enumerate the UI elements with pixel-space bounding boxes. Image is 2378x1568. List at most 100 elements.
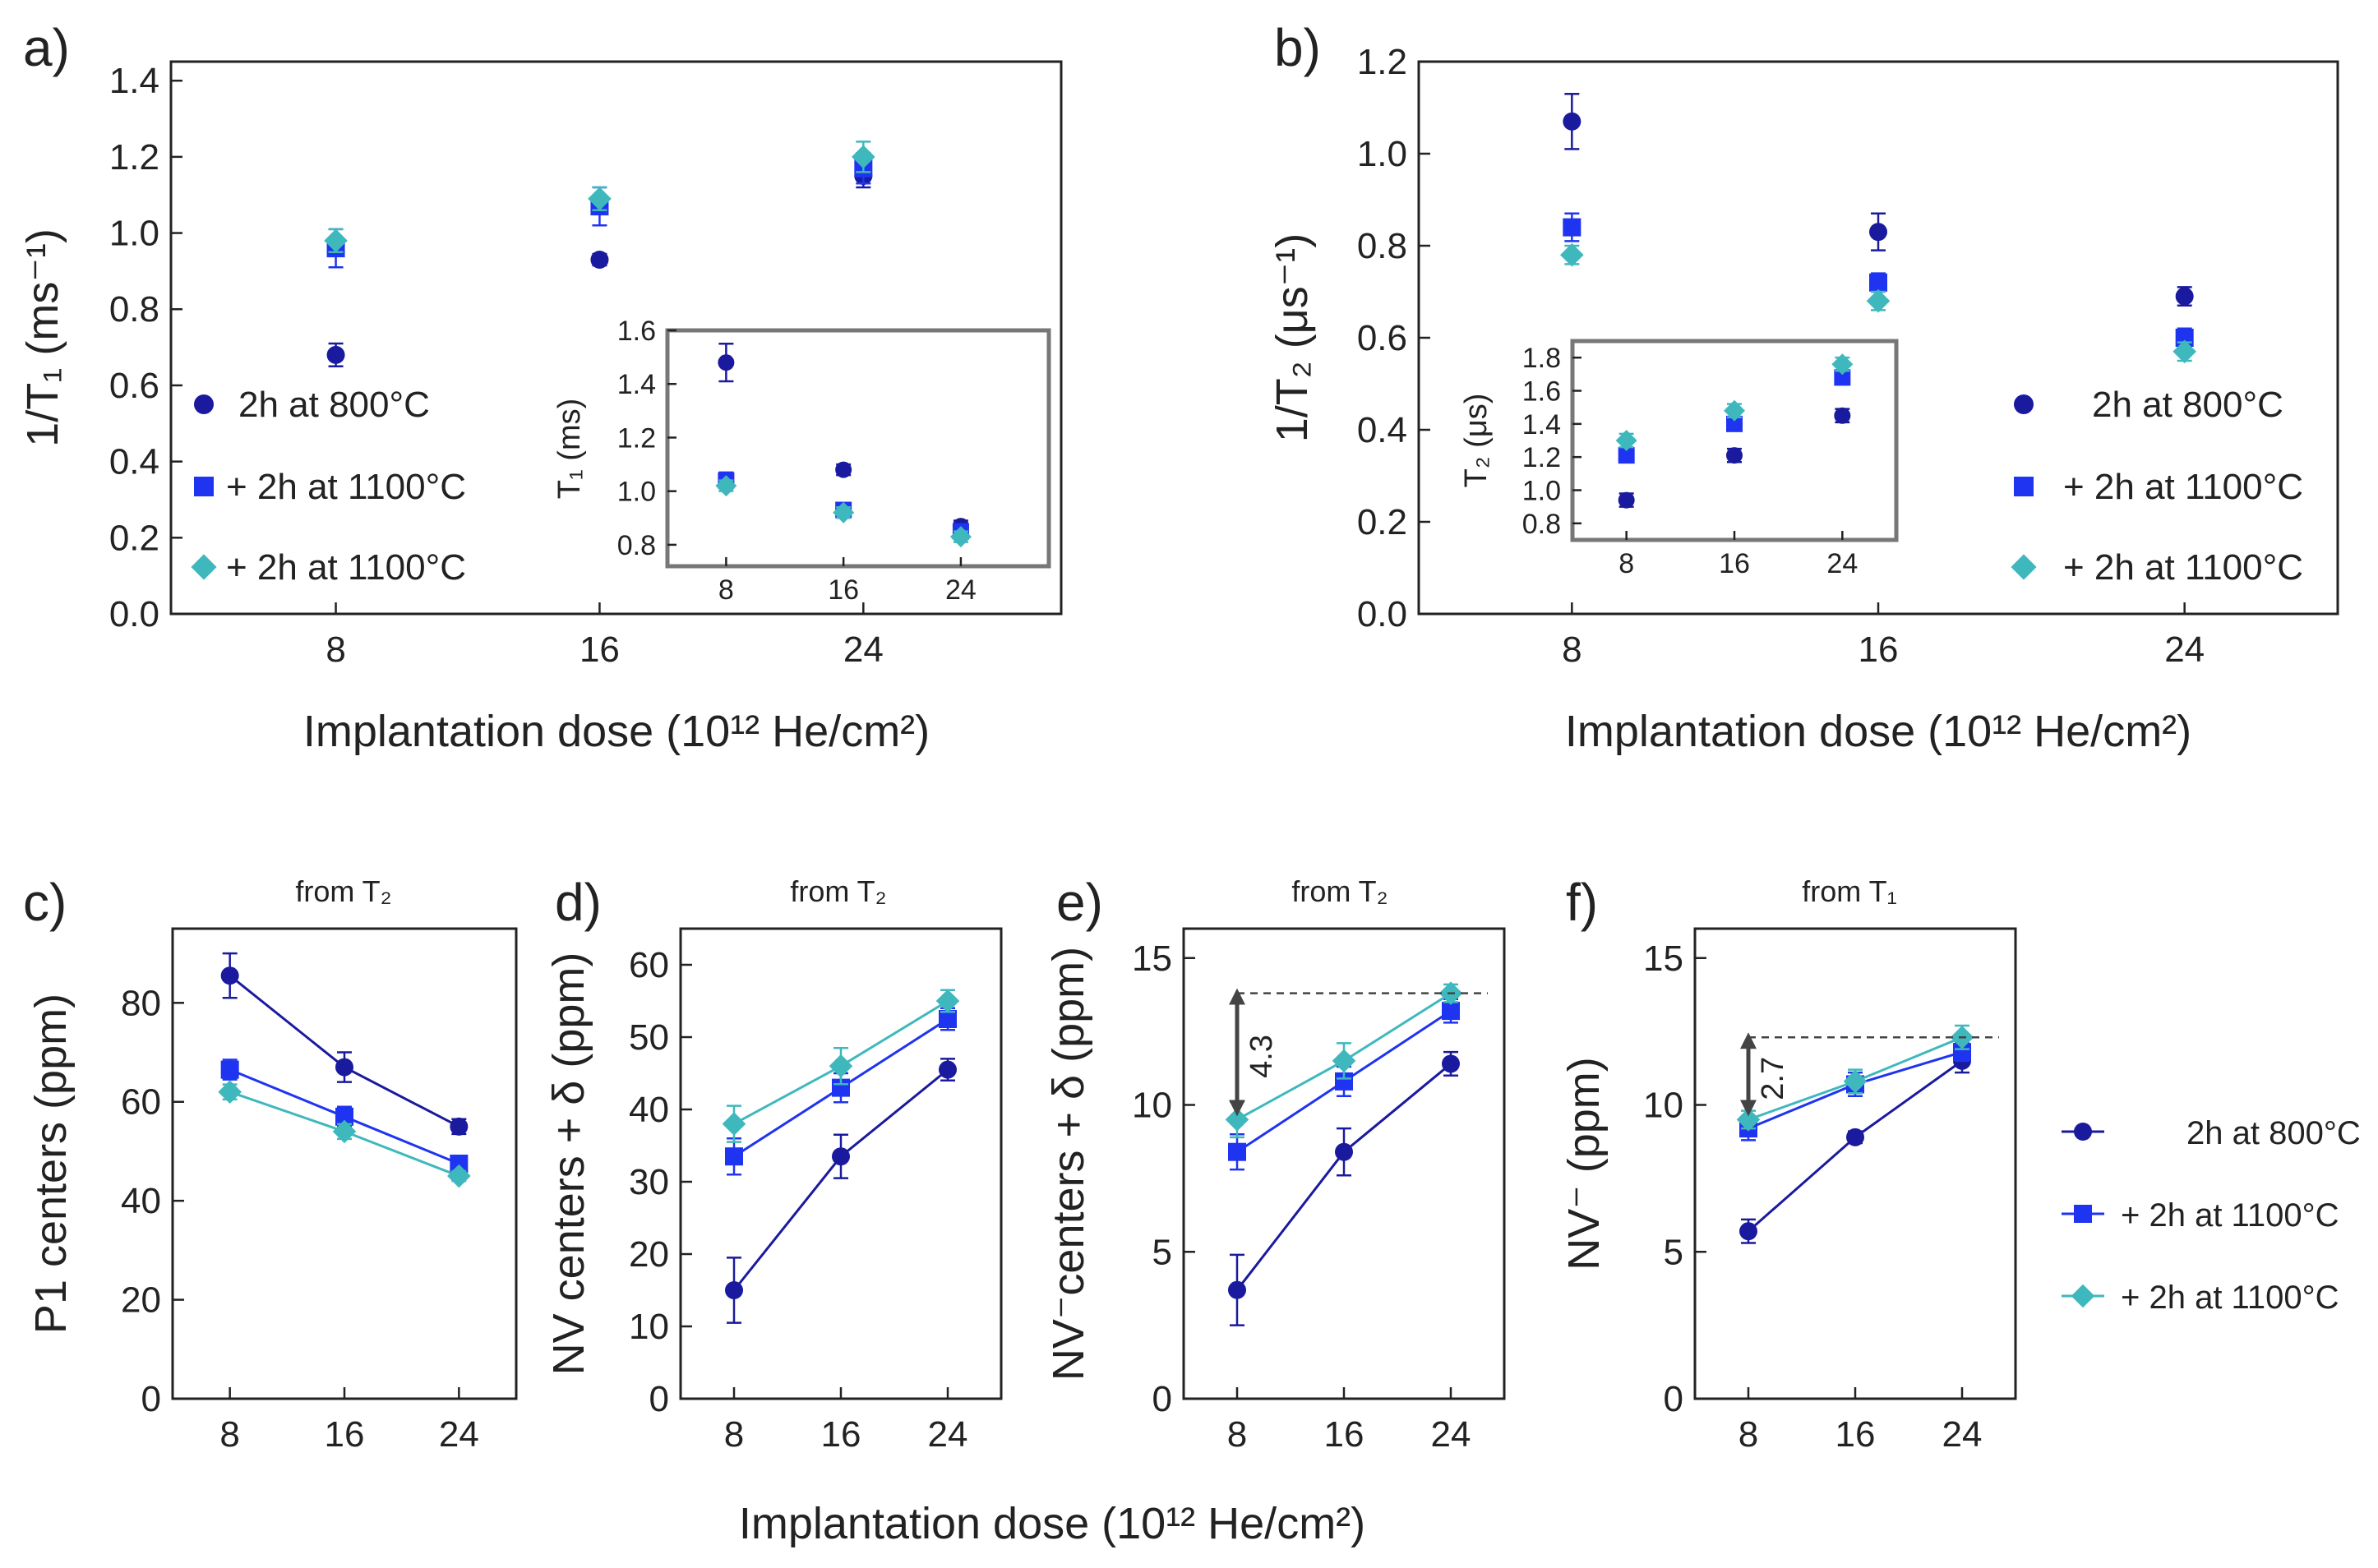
series-b-inset-0	[1618, 407, 1851, 509]
panel-label-c: c)	[23, 873, 67, 932]
y-tick-label-a-inset-1: 1.0	[617, 477, 656, 508]
y-tick-label-f-3: 15	[1643, 938, 1683, 979]
x-tick-label-f-0: 8	[1738, 1414, 1758, 1455]
y-tick-label-b-inset-0: 0.8	[1522, 509, 1561, 540]
point-c-2-2	[447, 1164, 471, 1188]
point-c-0-2	[450, 1117, 469, 1136]
y-tick-label-d-5: 50	[629, 1017, 669, 1058]
axes-a: 8 16 24 0.0 0.2 0.4 0.6 0.8 1.0 1.2 1.4	[109, 61, 884, 670]
point-b-0-2	[2175, 287, 2194, 306]
point-f-0-0	[1739, 1222, 1757, 1241]
y-axis-label-f: NV⁻ (ppm)	[1559, 1057, 1609, 1271]
y-tick-label-a-2: 0.4	[109, 442, 159, 482]
x-tick-label-d-0: 8	[724, 1414, 744, 1455]
inset-y-axis-label-b: T₂ (μs)	[1459, 394, 1494, 488]
annotation-text-e: 4.3	[1244, 1035, 1279, 1078]
y-tick-label-b-5: 1.0	[1357, 134, 1407, 174]
legend-b-marker-0	[2014, 394, 2034, 414]
series-c-1	[220, 1058, 469, 1173]
x-tick-label-b-inset-1: 16	[1719, 548, 1750, 579]
point-a-0-1	[590, 250, 609, 269]
x-tick-label-f-2: 24	[1942, 1414, 1983, 1455]
point-d-2-1	[829, 1054, 853, 1078]
y-tick-label-c-2: 40	[121, 1181, 161, 1221]
inset-frame-a	[665, 328, 1051, 569]
y-tick-label-d-1: 10	[629, 1307, 669, 1347]
x-tick-label-b-inset-0: 8	[1618, 548, 1634, 579]
point-c-0-0	[220, 966, 239, 985]
x-tick-label-a-2: 24	[843, 630, 884, 670]
legend-b-label-3: + 2h at 1100°C	[2063, 547, 2303, 588]
legend-b-marker-1	[2014, 477, 2034, 496]
axes-f: 8 16 24 0 5 10 15	[1643, 938, 1982, 1455]
panel-label-a: a)	[23, 18, 70, 77]
point-c-0-1	[335, 1058, 353, 1077]
legend-a-label-2: + 2h at 1100°C	[226, 467, 466, 507]
series-b-inset-2	[1615, 353, 1854, 451]
point-e-1-2	[1442, 1002, 1460, 1021]
legend-a-marker-2	[191, 554, 217, 580]
point-e-2-0	[1225, 1108, 1249, 1132]
point-d-1-0	[725, 1147, 743, 1166]
point-e-0-0	[1228, 1280, 1246, 1299]
point-b-inset-2-1	[1724, 399, 1745, 422]
point-e-0-1	[1335, 1142, 1353, 1161]
x-tick-label-e-1: 16	[1324, 1414, 1364, 1455]
series-c-0	[220, 952, 469, 1136]
point-c-2-1	[332, 1119, 357, 1144]
y-tick-label-b-inset-3: 1.4	[1522, 409, 1561, 440]
y-axis-label-a: 1/T₁ (ms⁻¹)	[18, 228, 67, 447]
x-tick-label-a-inset-0: 8	[718, 574, 734, 606]
point-b-2-0	[1560, 242, 1584, 267]
series-d-2	[722, 989, 960, 1143]
y-tick-label-a-1: 0.2	[109, 518, 159, 558]
legend-a-marker-0	[194, 394, 214, 414]
point-a-inset-2-1	[833, 501, 855, 523]
point-a-inset-2-2	[949, 526, 972, 548]
y-tick-label-b-6: 1.2	[1357, 42, 1407, 82]
point-c-1-0	[220, 1060, 239, 1079]
chart-marks: 8 16 240.00.20.40.60.81.01.21.48 16 240.81.0…	[109, 42, 2205, 1455]
point-b-inset-1-1	[1726, 415, 1743, 432]
x-tick-label-d-2: 24	[928, 1414, 968, 1455]
x-tick-label-b-0: 8	[1562, 630, 1581, 670]
axes-e: 8 16 24 0 5 10 15	[1132, 938, 1471, 1455]
y-tick-label-b-inset-5: 1.8	[1522, 343, 1561, 374]
series-a-2	[324, 141, 875, 253]
legend-a-marker-1	[194, 477, 214, 496]
y-tick-label-e-3: 15	[1132, 938, 1172, 979]
panel-label-e: e)	[1056, 873, 1103, 932]
y-tick-label-d-2: 20	[629, 1234, 669, 1275]
y-tick-label-f-1: 5	[1664, 1232, 1683, 1272]
point-d-0-2	[939, 1060, 957, 1079]
y-tick-label-e-2: 10	[1132, 1086, 1172, 1126]
point-a-2-2	[852, 145, 875, 169]
y-axis-label-b: 1/T₂ (μs⁻¹)	[1267, 233, 1317, 443]
y-tick-label-d-3: 30	[629, 1162, 669, 1202]
x-tick-label-b-2: 24	[2164, 630, 2205, 670]
x-tick-label-a-inset-2: 24	[945, 574, 977, 606]
point-c-1-2	[450, 1155, 469, 1173]
x-axis-label-b: Implantation dose (10¹² He/cm²)	[1565, 707, 2191, 756]
x-tick-label-a-0: 8	[326, 630, 345, 670]
y-tick-label-d-0: 0	[649, 1379, 669, 1419]
point-a-inset-0-1	[835, 461, 852, 478]
point-e-1-0	[1228, 1142, 1246, 1161]
y-tick-label-b-inset-4: 1.6	[1522, 376, 1561, 408]
x-tick-label-e-0: 8	[1227, 1414, 1247, 1455]
point-b-2-1	[1866, 288, 1891, 313]
point-b-0-1	[1869, 223, 1887, 242]
series-d-0	[725, 1058, 957, 1324]
inset-y-axis-label-a: T₁ (ms)	[552, 399, 587, 500]
point-d-0-1	[832, 1147, 850, 1166]
y-tick-label-a-inset-0: 0.8	[617, 530, 656, 561]
y-tick-label-b-2: 0.4	[1357, 410, 1407, 450]
point-b-inset-1-0	[1618, 447, 1635, 464]
x-tick-label-c-2: 24	[439, 1414, 479, 1455]
x-tick-label-f-1: 16	[1835, 1414, 1876, 1455]
y-tick-label-a-7: 1.4	[109, 61, 159, 101]
shared-legend-marker-0	[2074, 1123, 2092, 1141]
y-tick-label-b-inset-1: 1.0	[1522, 476, 1561, 507]
y-tick-label-d-6: 60	[629, 945, 669, 985]
y-tick-label-e-1: 5	[1152, 1232, 1172, 1272]
